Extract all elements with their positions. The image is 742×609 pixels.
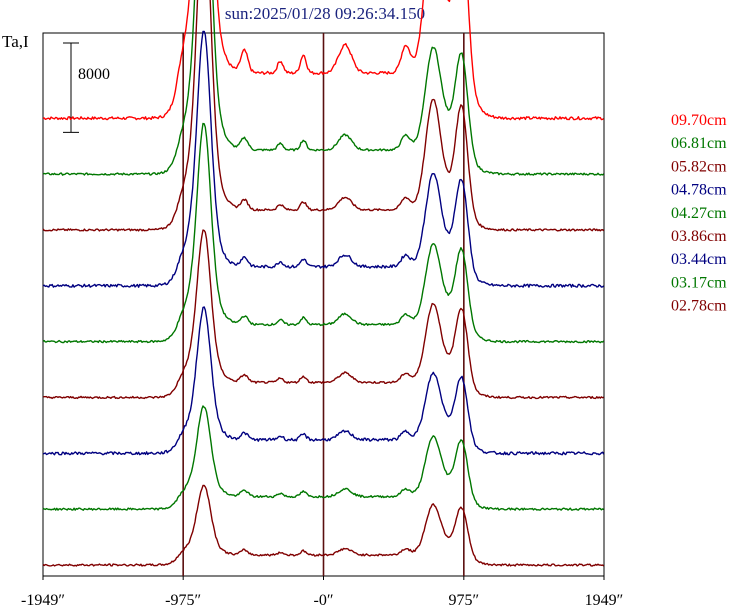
legend-entry-03.17cm: 03.17cm: [671, 274, 727, 291]
series-line-02.78cm: [42, 484, 605, 567]
legend-entry-09.70cm: 09.70cm: [671, 112, 727, 129]
y-axis-label: Ta,I: [2, 32, 29, 51]
x-tick-label-4: 1949″: [585, 592, 624, 609]
legend-entry-03.86cm: 03.86cm: [671, 228, 727, 245]
legend-entry-06.81cm: 06.81cm: [671, 135, 727, 152]
x-axis-ticks: -1949″ -975″ -0″ 975″ 1949″: [21, 576, 623, 609]
x-tick-label-0: -1949″: [21, 592, 65, 609]
legend-entry-03.44cm: 03.44cm: [671, 251, 727, 268]
series-group: [42, 0, 605, 567]
series-line-04.78cm: [42, 30, 605, 288]
scale-bar-label: 8000: [78, 66, 110, 83]
series-line-03.17cm: [42, 405, 605, 511]
chart-title: sun:2025/01/28 09:26:34.150: [225, 4, 425, 23]
x-tick-label-1: -975″: [165, 592, 201, 609]
x-tick-label-2: -0″: [314, 592, 334, 609]
legend-entry-04.78cm: 04.78cm: [671, 182, 727, 199]
scale-bar: 8000: [63, 42, 110, 133]
x-tick-label-3: 975″: [448, 592, 479, 609]
legend: 09.70cm 06.81cm 05.82cm 04.78cm 04.27cm 03.86…: [671, 112, 727, 315]
legend-entry-04.27cm: 04.27cm: [671, 205, 727, 222]
series-line-04.27cm: [42, 122, 605, 344]
series-line-05.82cm: [42, 0, 605, 232]
legend-entry-02.78cm: 02.78cm: [671, 298, 727, 315]
series-line-03.44cm: [42, 306, 605, 456]
series-line-09.70cm: [42, 0, 605, 121]
series-line-03.86cm: [42, 229, 604, 400]
legend-entry-05.82cm: 05.82cm: [671, 158, 727, 175]
series-line-06.81cm: [42, 0, 605, 176]
